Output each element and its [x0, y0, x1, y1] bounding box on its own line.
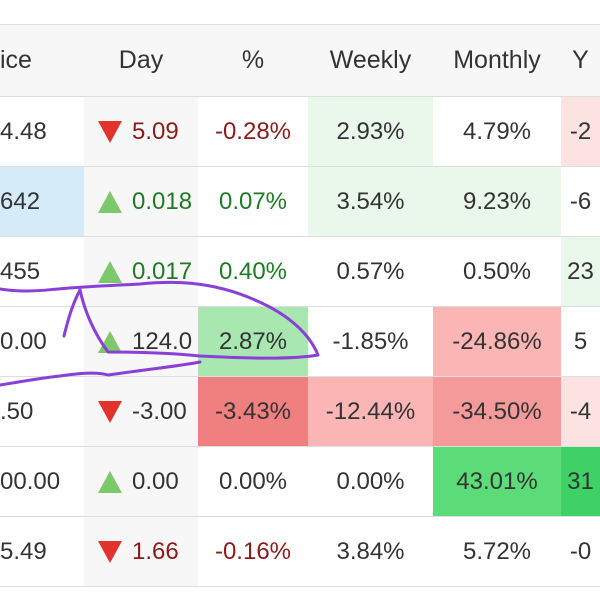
day-change-value: 0.018: [132, 187, 193, 215]
weekly-cell: 0.00%: [308, 447, 433, 517]
day-change-value: 0.017: [132, 257, 193, 285]
down-arrow-icon: [98, 540, 122, 563]
monthly-cell: 9.23%: [433, 167, 561, 237]
weekly-cell: 3.54%: [308, 167, 433, 237]
day-change-cell: 1.66: [84, 517, 198, 587]
up-arrow-icon: [98, 470, 122, 493]
header-next-column[interactable]: Y: [561, 25, 600, 97]
up-arrow-icon: [98, 330, 122, 353]
percent-cell: -0.16%: [198, 517, 308, 587]
day-change-cell: 5.09: [84, 97, 198, 167]
price-cell: 0.00: [0, 307, 84, 377]
price-cell: 642: [0, 167, 84, 237]
next-cell: -2: [561, 97, 600, 167]
day-change-cell: 0.017: [84, 237, 198, 307]
monthly-cell: -24.86%: [433, 307, 561, 377]
day-change-value: 124.0: [132, 327, 193, 355]
weekly-cell: 0.57%: [308, 237, 433, 307]
next-cell: 23: [561, 237, 600, 307]
day-change-value: 5.09: [132, 117, 179, 145]
monthly-cell: 5.72%: [433, 517, 561, 587]
monthly-cell: -34.50%: [433, 377, 561, 447]
percent-cell: -3.43%: [198, 377, 308, 447]
next-cell: -6: [561, 167, 600, 237]
percent-cell: 0.00%: [198, 447, 308, 517]
down-arrow-icon: [98, 400, 122, 423]
day-change-value: -3.00: [132, 397, 187, 425]
price-cell: 4.48: [0, 97, 84, 167]
up-arrow-icon: [98, 260, 122, 283]
day-change-cell: -3.00: [84, 377, 198, 447]
weekly-cell: -12.44%: [308, 377, 433, 447]
down-arrow-icon: [98, 120, 122, 143]
next-cell: 31: [561, 447, 600, 517]
monthly-cell: 43.01%: [433, 447, 561, 517]
price-cell: 5.49: [0, 517, 84, 587]
weekly-cell: 2.93%: [308, 97, 433, 167]
percent-cell: 2.87%: [198, 307, 308, 377]
day-change-cell: 0.018: [84, 167, 198, 237]
monthly-cell: 0.50%: [433, 237, 561, 307]
day-change-value: 0.00: [132, 467, 179, 495]
monthly-cell: 4.79%: [433, 97, 561, 167]
header-monthly[interactable]: Monthly: [433, 25, 561, 97]
percent-cell: 0.40%: [198, 237, 308, 307]
next-cell: -4: [561, 377, 600, 447]
percent-cell: -0.28%: [198, 97, 308, 167]
header-weekly[interactable]: Weekly: [308, 25, 433, 97]
price-cell: 455: [0, 237, 84, 307]
up-arrow-icon: [98, 190, 122, 213]
weekly-cell: 3.84%: [308, 517, 433, 587]
header-percent[interactable]: %: [198, 25, 308, 97]
day-change-cell: 0.00: [84, 447, 198, 517]
price-cell: 00.00: [0, 447, 84, 517]
day-change-cell: 124.0: [84, 307, 198, 377]
next-cell: 5: [561, 307, 600, 377]
header-price[interactable]: ice: [0, 25, 84, 97]
day-change-value: 1.66: [132, 537, 179, 565]
header-day[interactable]: Day: [84, 25, 198, 97]
price-cell: .50: [0, 377, 84, 447]
percent-cell: 0.07%: [198, 167, 308, 237]
weekly-cell: -1.85%: [308, 307, 433, 377]
stock-table: ice Day % Weekly Monthly Y 4.48 5.09 -0.…: [0, 24, 600, 587]
next-cell: -0: [561, 517, 600, 587]
